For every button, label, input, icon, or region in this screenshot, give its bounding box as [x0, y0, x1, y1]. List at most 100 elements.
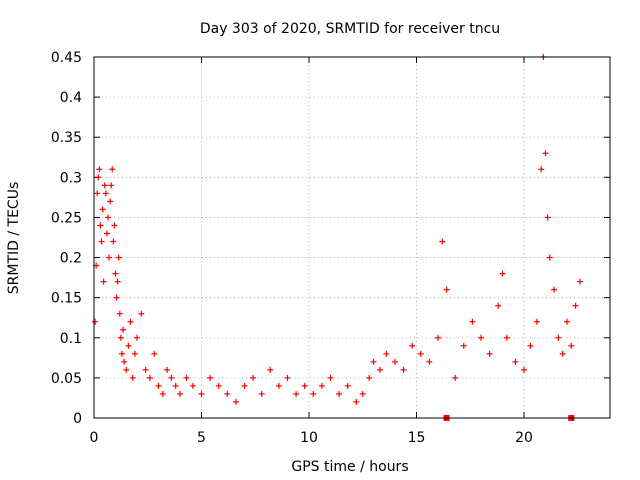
data-point	[112, 270, 119, 277]
data-point	[215, 382, 222, 389]
data-point	[164, 366, 171, 373]
data-point	[503, 334, 510, 341]
data-point	[113, 294, 120, 301]
data-point	[344, 382, 351, 389]
x-axis-label: GPS time / hours	[291, 459, 408, 475]
data-point	[99, 206, 106, 213]
data-point	[98, 238, 105, 245]
y-axis-label: SRMTID / TECUs	[6, 182, 22, 295]
data-point	[131, 350, 138, 357]
data-point	[568, 342, 575, 349]
data-point	[460, 342, 467, 349]
data-point	[555, 334, 562, 341]
data-point	[110, 238, 117, 245]
data-point	[370, 358, 377, 365]
data-point	[572, 302, 579, 309]
data-point	[151, 350, 158, 357]
data-point	[96, 166, 103, 173]
data-point	[189, 382, 196, 389]
data-point	[495, 302, 502, 309]
data-point	[129, 374, 136, 381]
y-tick-label: 0.4	[60, 90, 82, 106]
data-point	[376, 366, 383, 373]
data-point	[559, 350, 566, 357]
data-point	[117, 334, 124, 341]
data-point	[92, 318, 99, 325]
data-point	[310, 390, 317, 397]
data-point	[123, 366, 130, 373]
data-point	[486, 350, 493, 357]
data-point	[293, 390, 300, 397]
data-point	[439, 238, 446, 245]
data-point	[284, 374, 291, 381]
y-tick-label: 0.45	[51, 50, 82, 66]
data-point	[168, 374, 175, 381]
data-point	[392, 358, 398, 365]
data-point	[544, 214, 551, 221]
data-point	[542, 150, 549, 157]
data-point	[103, 230, 110, 237]
data-point	[400, 366, 407, 373]
data-point	[121, 358, 128, 365]
data-point	[533, 318, 540, 325]
data-point	[114, 278, 121, 285]
data-point	[146, 374, 153, 381]
data-points	[92, 54, 583, 405]
data-point	[241, 382, 248, 389]
y-tick-label: 0.1	[60, 331, 82, 347]
data-point	[100, 278, 107, 285]
y-tick-label: 0.15	[51, 291, 82, 307]
data-point	[336, 390, 343, 397]
data-point	[115, 254, 122, 261]
data-point	[417, 350, 424, 357]
data-point	[576, 278, 583, 285]
data-point	[250, 374, 257, 381]
data-point	[409, 342, 416, 349]
plot-frame	[93, 56, 611, 419]
data-point	[551, 286, 558, 293]
data-point	[138, 310, 145, 317]
x-tick-label: 10	[300, 430, 318, 446]
data-point	[521, 366, 527, 373]
data-point	[564, 318, 570, 325]
chart-title: Day 303 of 2020, SRMTID for receiver tnc…	[200, 21, 500, 37]
data-point	[142, 366, 149, 373]
data-point	[232, 398, 239, 405]
data-point	[478, 334, 484, 341]
data-point	[359, 390, 366, 397]
grid-lines	[94, 57, 610, 418]
y-tick-label: 0.2	[60, 251, 82, 267]
y-tick-label: 0.3	[60, 170, 82, 186]
data-point	[104, 214, 111, 221]
x-tick-label: 20	[515, 430, 533, 446]
data-point	[538, 166, 545, 173]
data-point	[224, 390, 231, 397]
data-point	[172, 382, 179, 389]
data-point	[94, 190, 101, 197]
data-point	[469, 318, 476, 325]
y-tick-label: 0	[73, 411, 82, 427]
data-point	[111, 222, 118, 229]
data-point	[318, 382, 325, 389]
data-point	[426, 358, 433, 365]
data-point	[366, 374, 373, 381]
y-tick-label: 0.35	[51, 130, 82, 146]
data-point	[258, 390, 265, 397]
data-point	[159, 390, 166, 397]
data-point	[134, 334, 140, 341]
data-point	[443, 286, 450, 293]
data-point	[527, 342, 534, 349]
data-point	[383, 350, 390, 357]
data-point	[327, 374, 334, 381]
data-point	[127, 318, 134, 325]
data-point	[499, 270, 506, 277]
data-point	[116, 310, 123, 317]
data-point	[108, 182, 115, 189]
data-point	[109, 166, 116, 173]
data-point	[301, 382, 308, 389]
data-point	[125, 342, 132, 349]
data-point	[102, 190, 109, 197]
tick-labels: 0 5 10 15 20 0 0.05 0.1 0.15 0.2 0.25 0.3 0.35 0.4 0.4…	[51, 50, 533, 446]
